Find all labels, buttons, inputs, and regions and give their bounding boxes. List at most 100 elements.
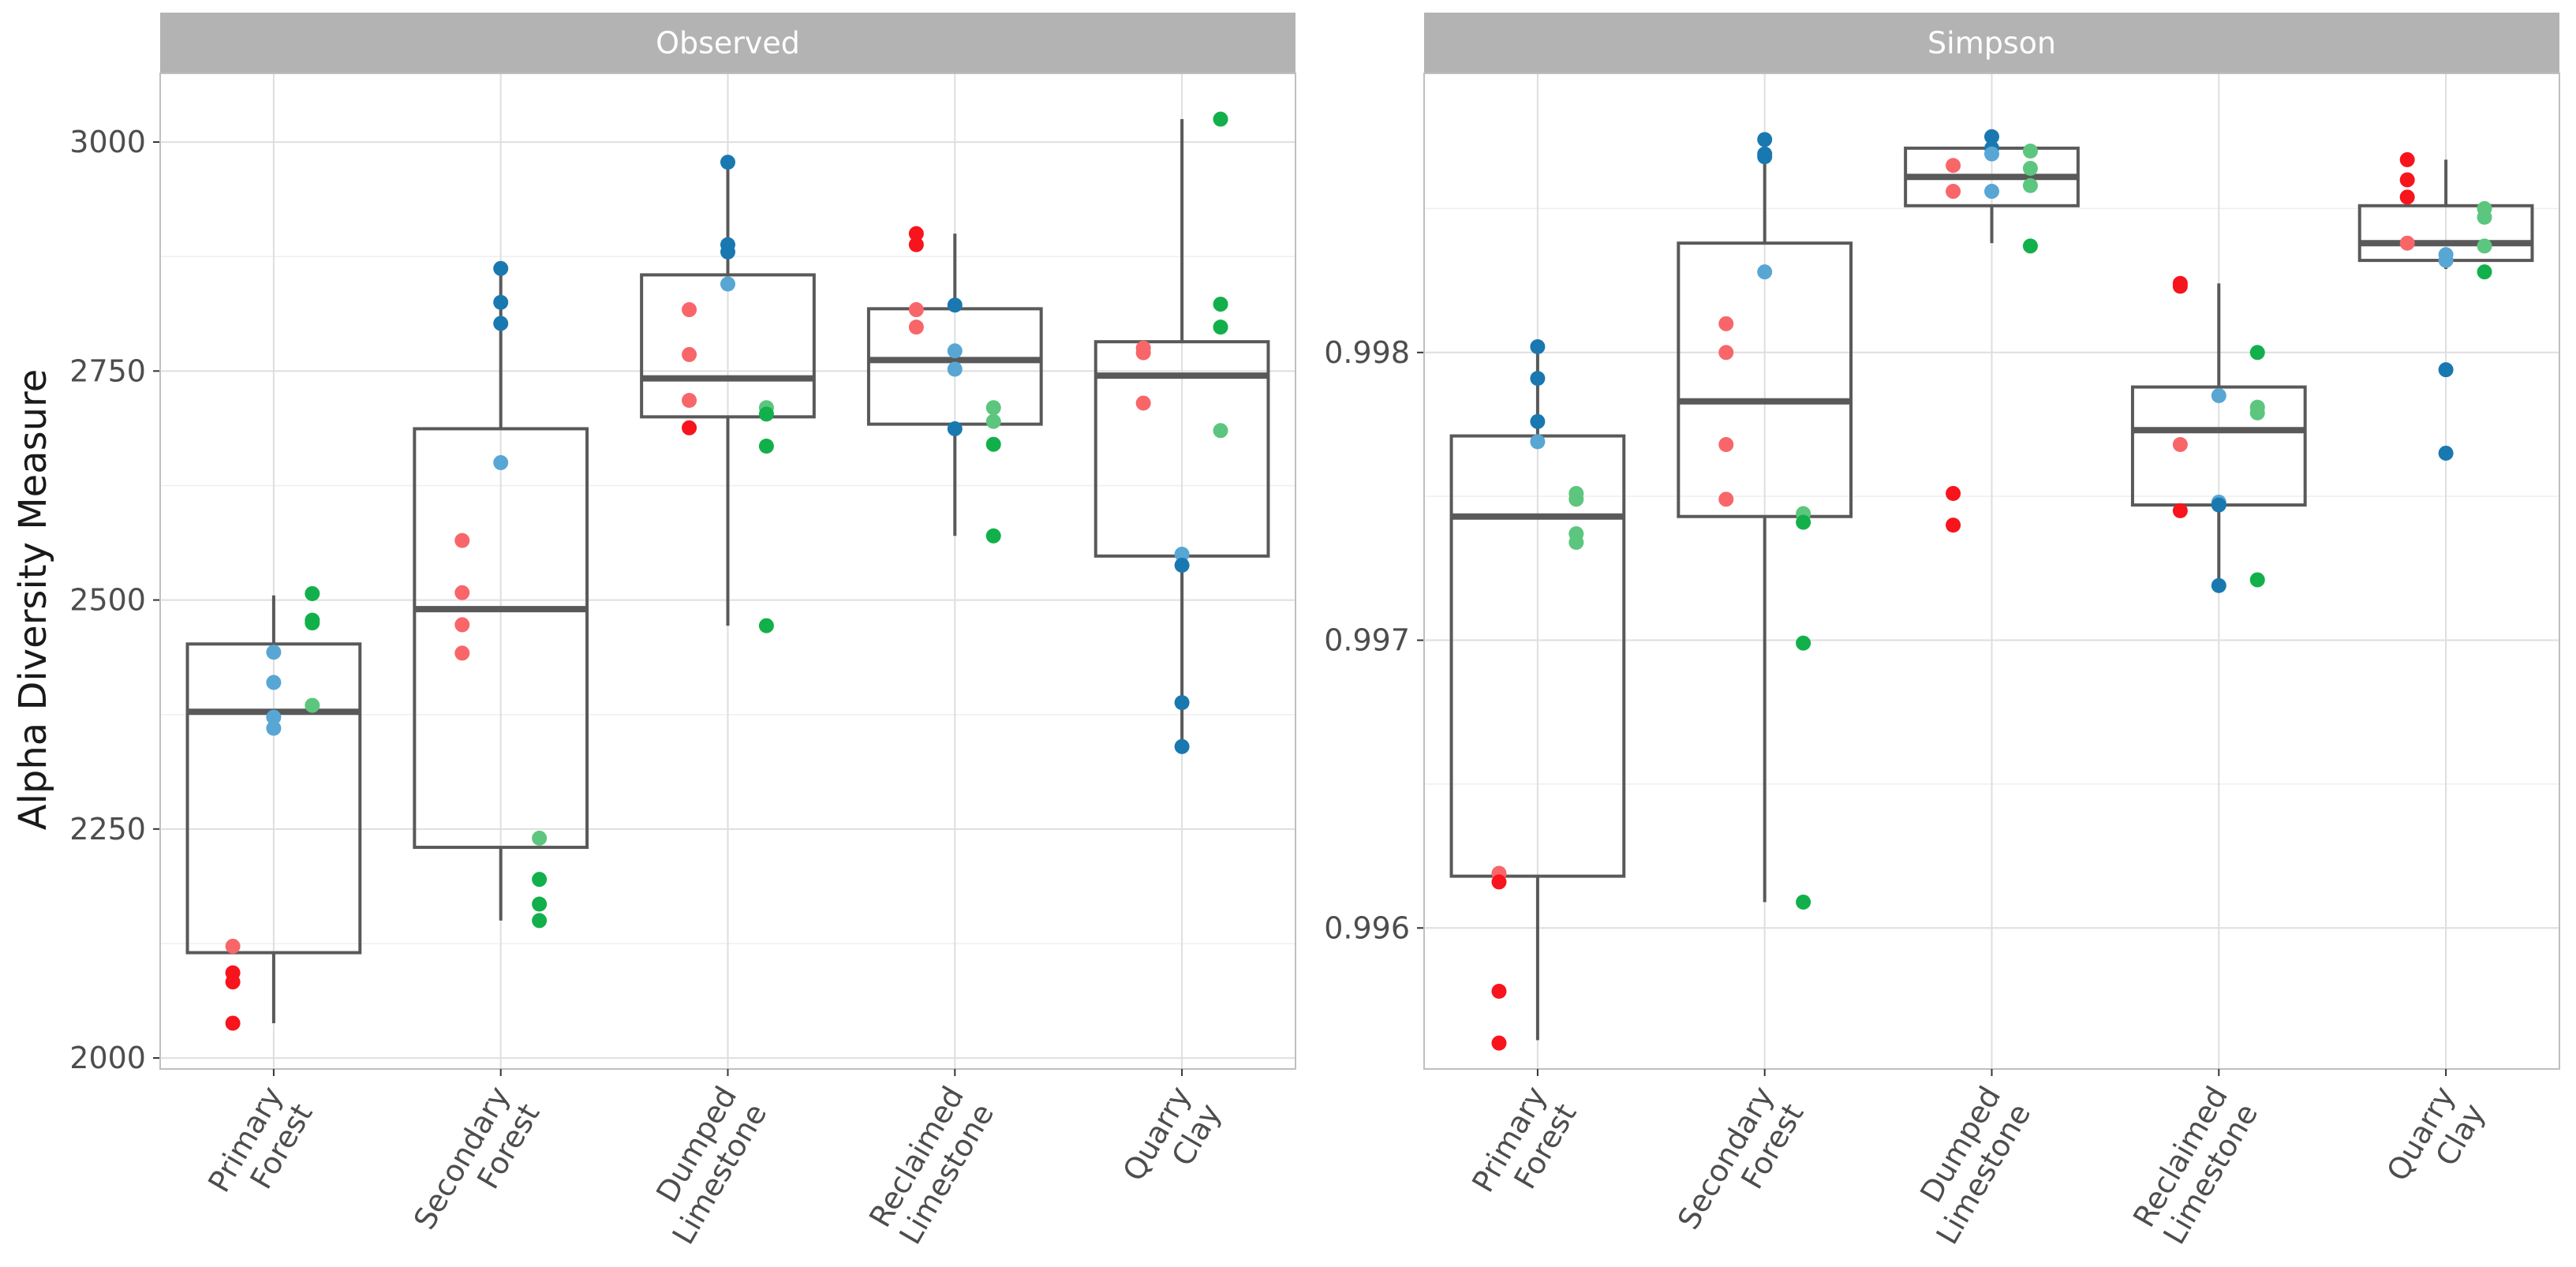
data-point [1946,518,1961,533]
y-tick-label: 0.996 [1324,910,1410,945]
data-point [2172,278,2188,294]
data-point [454,617,470,633]
data-point [1946,158,1961,174]
data-point [908,226,924,241]
data-point [2399,172,2415,188]
data-point [225,938,241,954]
y-axis-label: Alpha Diversity Measure [11,369,55,831]
data-point [305,615,320,631]
data-point [266,675,282,690]
data-point [225,1015,241,1031]
data-point [985,436,1001,452]
data-point [1213,423,1228,439]
data-point [1530,339,1546,355]
data-point [266,720,282,736]
data-point [1213,111,1228,127]
box-iqr [640,273,816,419]
data-point [758,439,774,454]
box-iqr [1677,241,1853,518]
data-point [493,260,509,276]
panel-strip [160,13,1295,73]
data-point [1174,738,1190,754]
data-point [1984,184,1999,200]
data-point [1796,514,1811,530]
data-point [1946,486,1961,502]
data-point [1718,345,1734,361]
data-point [2211,388,2226,404]
data-point [2399,235,2415,251]
data-point [758,406,774,422]
data-point [1568,491,1584,507]
data-point [305,697,320,713]
data-point [1213,320,1228,335]
y-tick-label: 0.998 [1324,335,1410,370]
data-point [947,420,963,436]
data-point [2022,178,2038,193]
data-point [908,302,924,318]
data-point [532,830,548,846]
data-point [2477,209,2492,225]
data-point [1757,132,1773,148]
data-point [2399,151,2415,167]
data-point [1135,345,1151,361]
data-point [985,528,1001,544]
data-point [1984,146,1999,162]
data-point [2211,577,2226,593]
data-point [266,645,282,660]
data-point [2477,238,2492,254]
data-point [2022,238,2038,254]
y-tick-label: 3000 [69,125,146,159]
box-iqr [413,427,589,850]
data-point [493,294,509,310]
y-tick-label: 2250 [69,812,146,847]
data-point [1946,184,1961,200]
data-point [2172,437,2188,453]
data-point [985,413,1001,429]
data-point [1718,316,1734,331]
data-point [1174,695,1190,711]
data-point [2172,503,2188,518]
data-point [454,645,470,661]
data-point [758,618,774,634]
data-point [682,392,697,408]
panel-title: Simpson [1927,26,2056,61]
data-point [682,346,697,362]
data-point [2249,572,2265,588]
data-point [682,302,697,318]
data-point [1174,557,1190,573]
data-point [1491,874,1507,890]
data-point [305,585,320,601]
y-tick-label: 0.997 [1324,623,1410,658]
data-point [1984,129,1999,144]
data-point [2249,405,2265,420]
data-point [1796,894,1811,910]
y-tick-label: 2000 [69,1041,146,1075]
data-point [2477,264,2492,280]
data-point [1491,984,1507,1000]
panel-title: Observed [656,26,800,61]
data-point [493,454,509,470]
box-iqr [185,642,362,955]
data-point [2399,189,2415,205]
data-point [2438,362,2454,378]
data-point [1135,395,1151,411]
data-point [454,533,470,548]
data-point [1568,535,1584,551]
data-point [532,913,548,929]
data-point [1757,149,1773,165]
data-point [1718,491,1734,507]
data-point [908,237,924,252]
panel-strip [1424,13,2559,73]
data-point [1796,635,1811,651]
data-point [1530,371,1546,387]
data-point [947,343,963,359]
y-tick-label: 2500 [69,583,146,618]
data-point [2022,143,2038,159]
data-point [720,155,735,170]
data-point [2249,345,2265,361]
data-point [720,244,735,260]
data-point [1213,297,1228,312]
y-tick-label: 2750 [69,353,146,388]
data-point [1174,547,1190,562]
